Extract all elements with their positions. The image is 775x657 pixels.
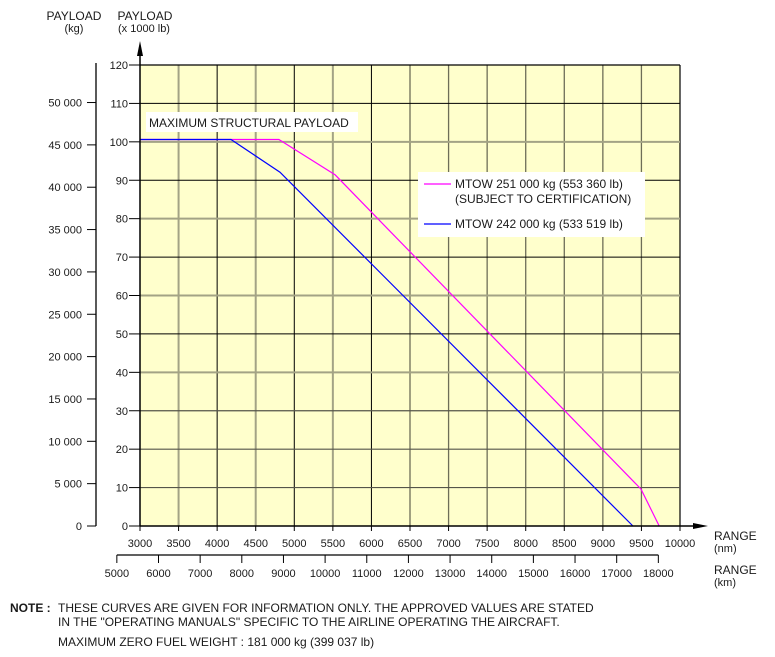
x-tick-label-km: 12000 [393,568,424,580]
y-tick-label-klb: 110 [110,98,128,110]
y-tick-label-kg: 30 000 [48,267,82,279]
y-tick-label-kg: 20 000 [48,352,82,364]
y-tick-label-kg: 0 [76,521,82,533]
x-tick-label-km: 15000 [518,568,549,580]
x-tick-label-km: 9000 [271,568,295,580]
x-tick-label-nm: 6500 [398,538,422,550]
max-zero-fuel-weight: MAXIMUM ZERO FUEL WEIGHT : 181 000 kg (3… [58,635,374,649]
annotation-max-structural-payload: MAXIMUM STRUCTURAL PAYLOAD [149,116,349,130]
y-left-axis-title-line1: PAYLOAD [47,9,102,23]
x-tick-label-nm: 4500 [243,538,267,550]
x-tick-label-nm: 9000 [591,538,615,550]
note-line-1: THESE CURVES ARE GIVEN FOR INFORMATION O… [58,601,594,615]
x-tick-label-nm: 7000 [436,538,460,550]
legend: MTOW 251 000 kg (553 360 lb) (SUBJECT TO… [418,172,645,237]
x-axis-nm-title-line2: (nm) [714,543,737,555]
note-block: NOTE : THESE CURVES ARE GIVEN FOR INFORM… [10,601,594,629]
x-axis-km-title-line1: RANGE [714,563,757,577]
x-tick-label-km: 16000 [560,568,591,580]
x-tick-label-km: 5000 [105,568,129,580]
x-tick-label-nm: 8500 [552,538,576,550]
legend-label-mtow-242: MTOW 242 000 kg (533 519 lb) [455,217,623,231]
x-tick-label-km: 18000 [643,568,674,580]
y-tick-label-kg: 5 000 [54,479,82,491]
legend-label-mtow-251-certification: (SUBJECT TO CERTIFICATION) [455,192,631,206]
y-tick-label-klb: 30 [116,406,128,418]
x-tick-label-nm: 9500 [629,538,653,550]
x-tick-label-nm: 6000 [359,538,383,550]
y-tick-label-klb: 20 [116,444,128,456]
note-label: NOTE : [10,601,58,629]
y-left-axis-title-line2: (kg) [65,23,84,35]
x-tick-label-km: 14000 [476,568,507,580]
x-tick-label-nm: 5500 [321,538,345,550]
y-tick-label-kg: 45 000 [48,140,82,152]
y-tick-label-klb: 50 [116,329,128,341]
y-tick-label-klb: 120 [110,60,128,72]
x-axis-arrow [693,523,708,529]
x-tick-label-km: 8000 [230,568,254,580]
legend-label-mtow-251: MTOW 251 000 kg (553 360 lb) [455,177,623,191]
y-tick-label-klb: 90 [116,175,128,187]
y-tick-label-klb: 10 [116,483,128,495]
y-tick-label-kg: 35 000 [48,225,82,237]
y-tick-label-klb: 70 [116,252,128,264]
x-tick-label-km: 13000 [435,568,466,580]
y-tick-label-klb: 0 [122,521,128,533]
y-tick-label-klb: 80 [116,214,128,226]
x-tick-label-nm: 7500 [475,538,499,550]
y-right-axis-title-line2: (x 1000 lb) [118,23,170,35]
y-tick-label-kg: 15 000 [48,394,82,406]
x-tick-label-nm: 10000 [665,538,696,550]
x-axis-nm-title-line1: RANGE [714,529,757,543]
y-tick-label-kg: 40 000 [48,182,82,194]
x-tick-label-nm: 5000 [282,538,306,550]
x-tick-label-km: 11000 [352,568,382,580]
note-line-2: IN THE "OPERATING MANUALS" SPECIFIC TO T… [58,615,594,629]
y-tick-label-klb: 60 [116,291,128,303]
x-tick-label-nm: 3500 [166,538,190,550]
x-axis-km-title-line2: (km) [714,577,736,589]
x-tick-label-km: 7000 [188,568,212,580]
x-tick-label-nm: 8000 [513,538,537,550]
y-tick-label-kg: 25 000 [48,309,82,321]
y-axis-arrow [137,41,143,56]
y-tick-label-klb: 40 [116,367,128,379]
y-tick-label-kg: 50 000 [48,98,82,110]
x-tick-label-km: 10000 [310,568,341,580]
y-tick-label-kg: 10 000 [48,436,82,448]
payload-range-chart: 0 10 20 30 40 50 60 70 80 90 100 110 120 0 5 000 10 000… [0,0,775,600]
x-tick-label-km: 17000 [601,568,632,580]
y-tick-label-klb: 100 [110,137,128,149]
x-tick-label-km: 6000 [146,568,170,580]
x-tick-label-nm: 3000 [128,538,152,550]
x-tick-label-nm: 4000 [205,538,229,550]
y-right-axis-title-line1: PAYLOAD [118,9,173,23]
